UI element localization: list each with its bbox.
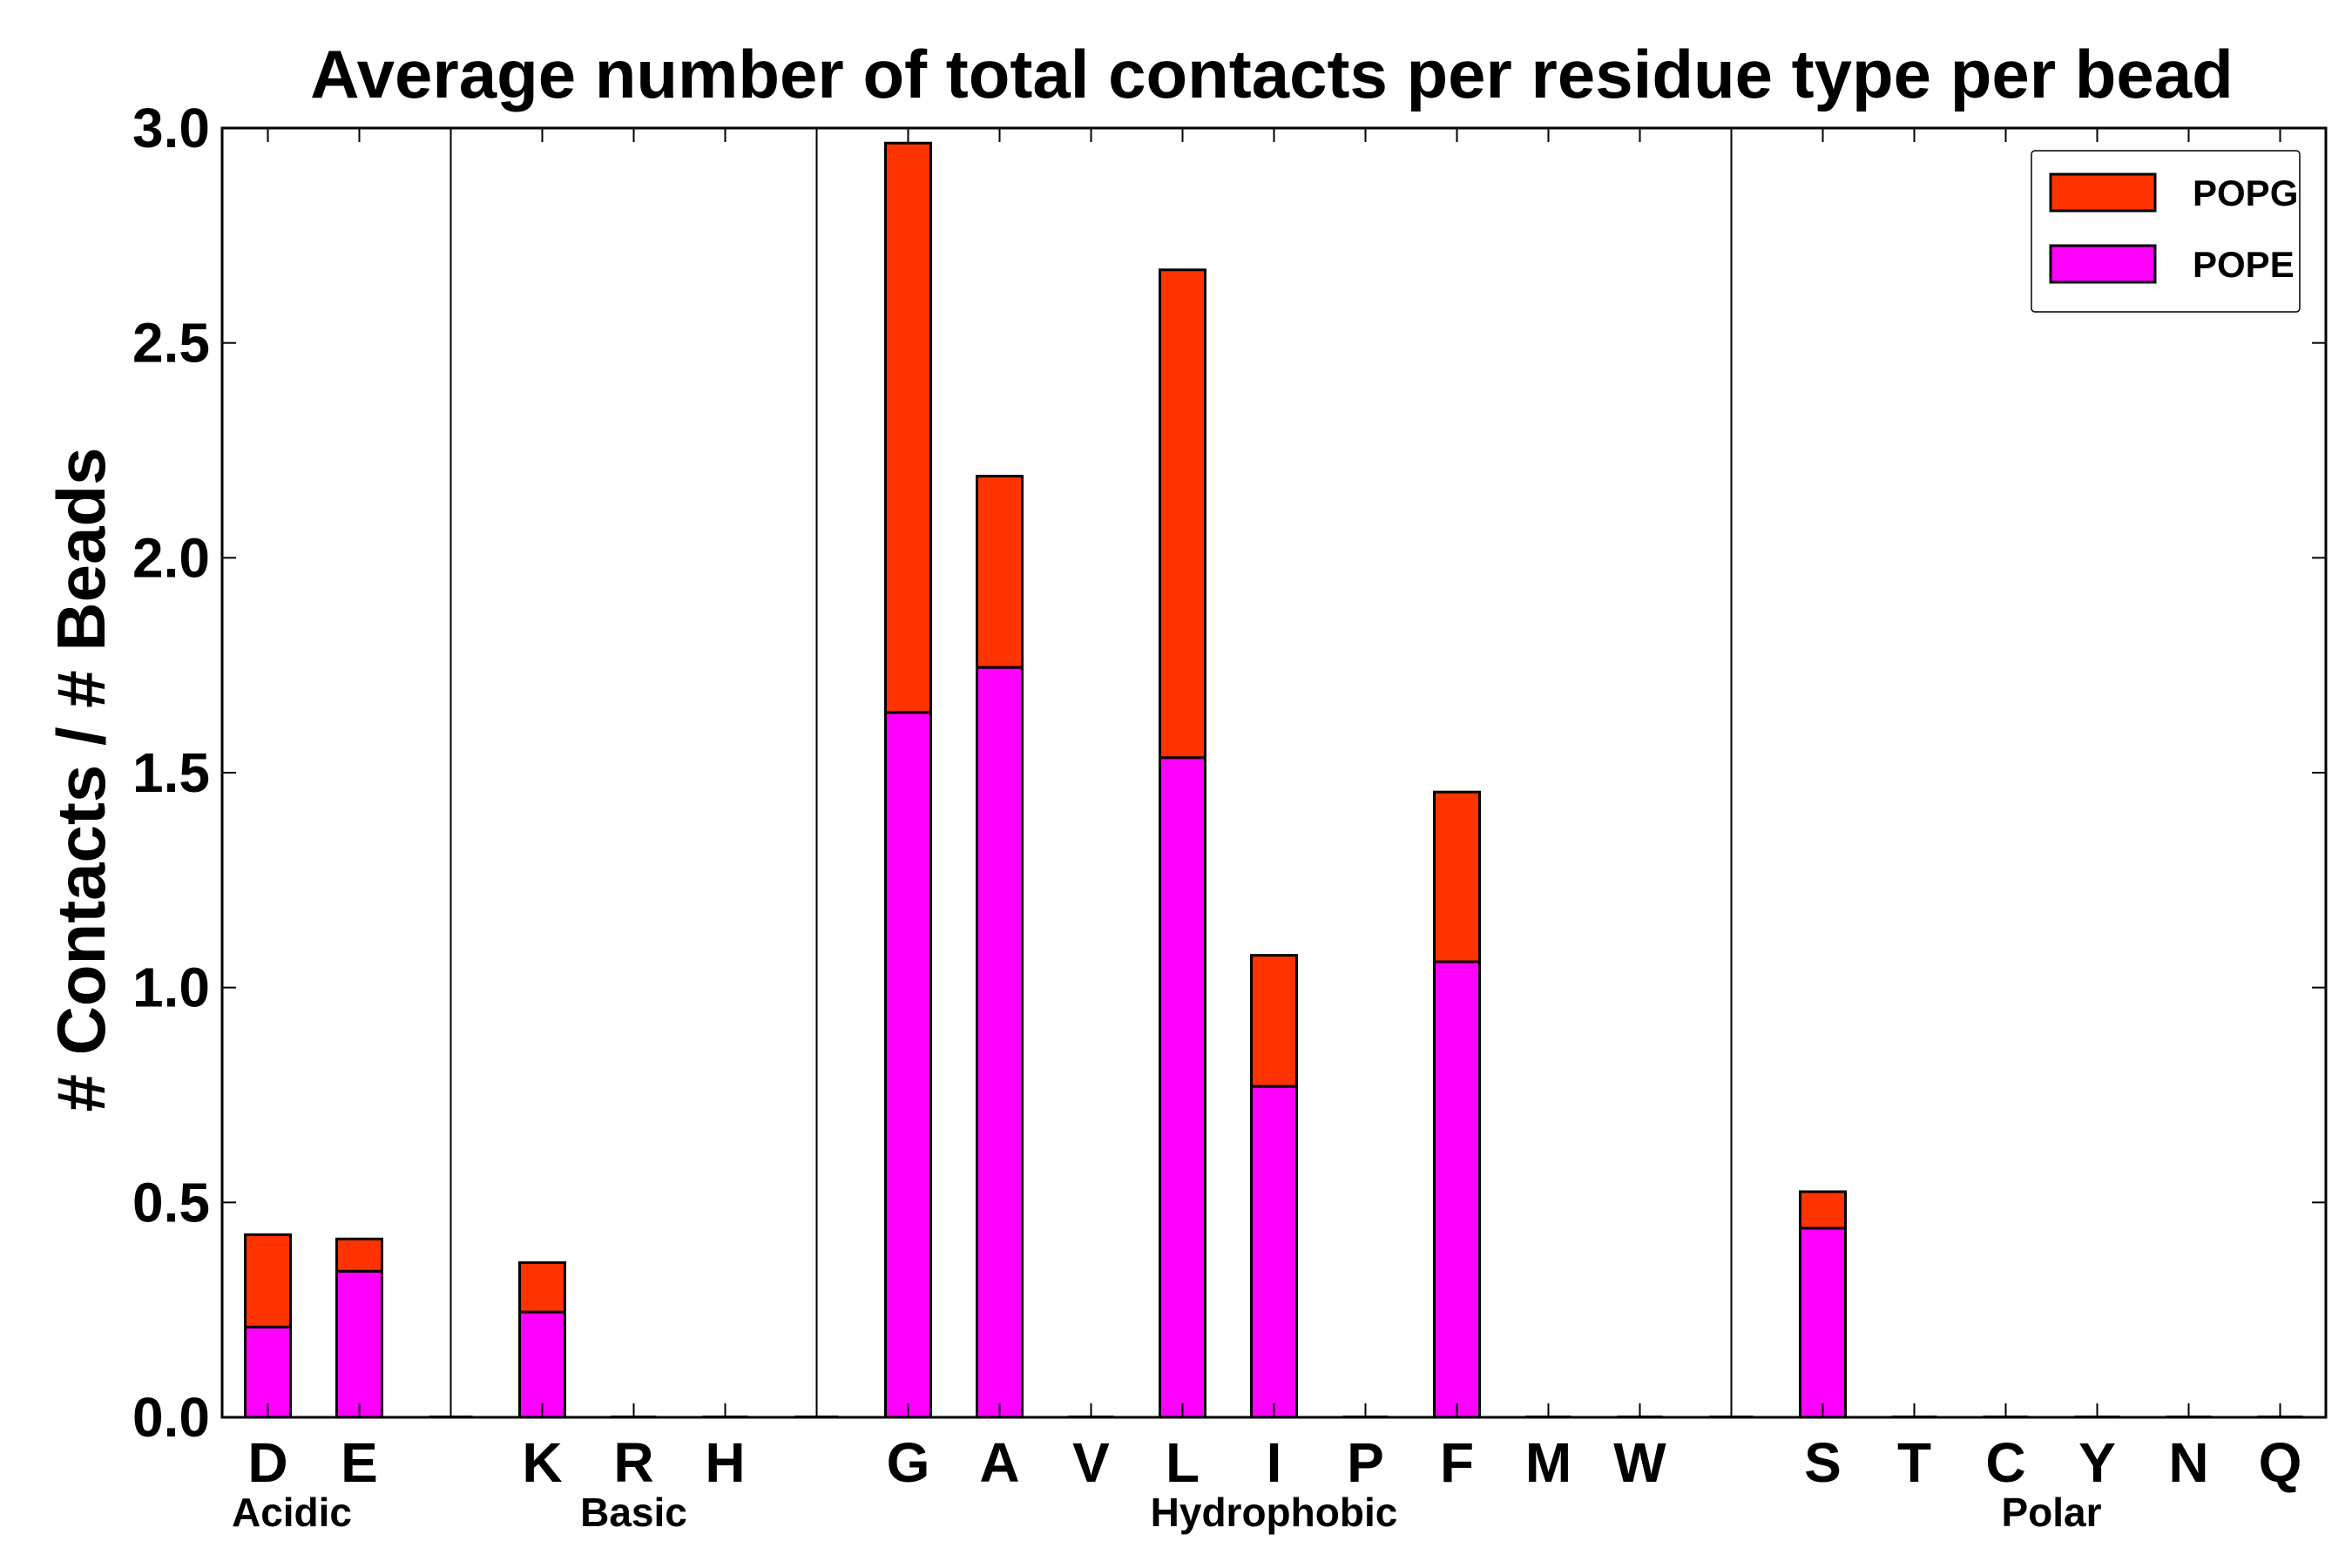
x-tick-label: N: [2168, 1431, 2208, 1494]
bar-popg-D: [244, 1233, 292, 1328]
bar-popg-E: [335, 1237, 383, 1273]
bar-popg-K: [518, 1260, 566, 1314]
x-tick-label: L: [1166, 1431, 1200, 1494]
legend-swatch-popg: [2049, 172, 2157, 213]
bar-pope-E: [335, 1269, 383, 1419]
bar-popg-S: [1799, 1190, 1847, 1230]
x-tick-label: D: [247, 1431, 287, 1494]
x-tick-label: V: [1072, 1431, 1110, 1494]
bar-pope-G: [884, 711, 932, 1419]
x-tick-label: F: [1440, 1431, 1474, 1494]
group-label: Polar: [2001, 1490, 2101, 1535]
bar-popg-A: [976, 475, 1024, 669]
bar-popg-G: [884, 141, 932, 714]
y-tick-label: 0.0: [132, 1386, 210, 1449]
bar-pope-L: [1159, 756, 1206, 1419]
group-label: Basic: [580, 1490, 687, 1535]
bar-pope-S: [1799, 1227, 1847, 1419]
x-tick-label: R: [613, 1431, 653, 1494]
legend-label: POPG: [2193, 172, 2298, 213]
bar-pope-I: [1250, 1085, 1298, 1419]
group-label: Hydrophobic: [1151, 1490, 1398, 1535]
legend-swatch-pope: [2049, 244, 2157, 284]
x-tick-label: G: [887, 1431, 930, 1494]
group-label: Acidic: [232, 1490, 352, 1535]
x-tick-label: A: [979, 1431, 1019, 1494]
y-tick-label: 1.0: [132, 956, 210, 1019]
x-tick-label: I: [1267, 1431, 1282, 1494]
bar-pope-K: [518, 1310, 566, 1419]
bar-pope-F: [1433, 960, 1481, 1419]
x-tick-label: H: [705, 1431, 745, 1494]
x-tick-label: T: [1897, 1431, 1931, 1494]
x-tick-label: E: [341, 1431, 378, 1494]
x-tick-label: K: [522, 1431, 562, 1494]
chart-title: Average number of total contacts per res…: [310, 36, 2234, 112]
bar-popg-F: [1433, 790, 1481, 963]
axes-frame: [220, 126, 2328, 1419]
plot-area: 0.0 0.5 1.0 1.5 2.0 2.5 3.0 D E K R H G A V L I P F M W S T C Y N…: [132, 97, 2328, 1535]
y-tick-label: 3.0: [132, 97, 210, 159]
bar-pope-A: [976, 666, 1024, 1419]
y-axis-label: # Contacts / # Beads: [43, 448, 119, 1112]
bar-popg-I: [1250, 954, 1298, 1088]
x-tick-label: C: [1985, 1431, 2025, 1494]
x-tick-label: P: [1347, 1431, 1384, 1494]
x-tick-label: S: [1804, 1431, 1842, 1494]
bar-popg-L: [1159, 268, 1206, 760]
x-tick-label: W: [1613, 1431, 1666, 1494]
y-tick-label: 2.0: [132, 526, 210, 589]
legend-label: POPE: [2193, 244, 2295, 285]
x-tick-label: Y: [2078, 1431, 2116, 1494]
y-tick-label: 1.5: [132, 741, 210, 804]
y-tick-label: 2.5: [132, 312, 210, 375]
x-tick-label: M: [1525, 1431, 1571, 1494]
x-tick-label: Q: [2259, 1431, 2302, 1494]
y-tick-label: 0.5: [132, 1171, 210, 1233]
